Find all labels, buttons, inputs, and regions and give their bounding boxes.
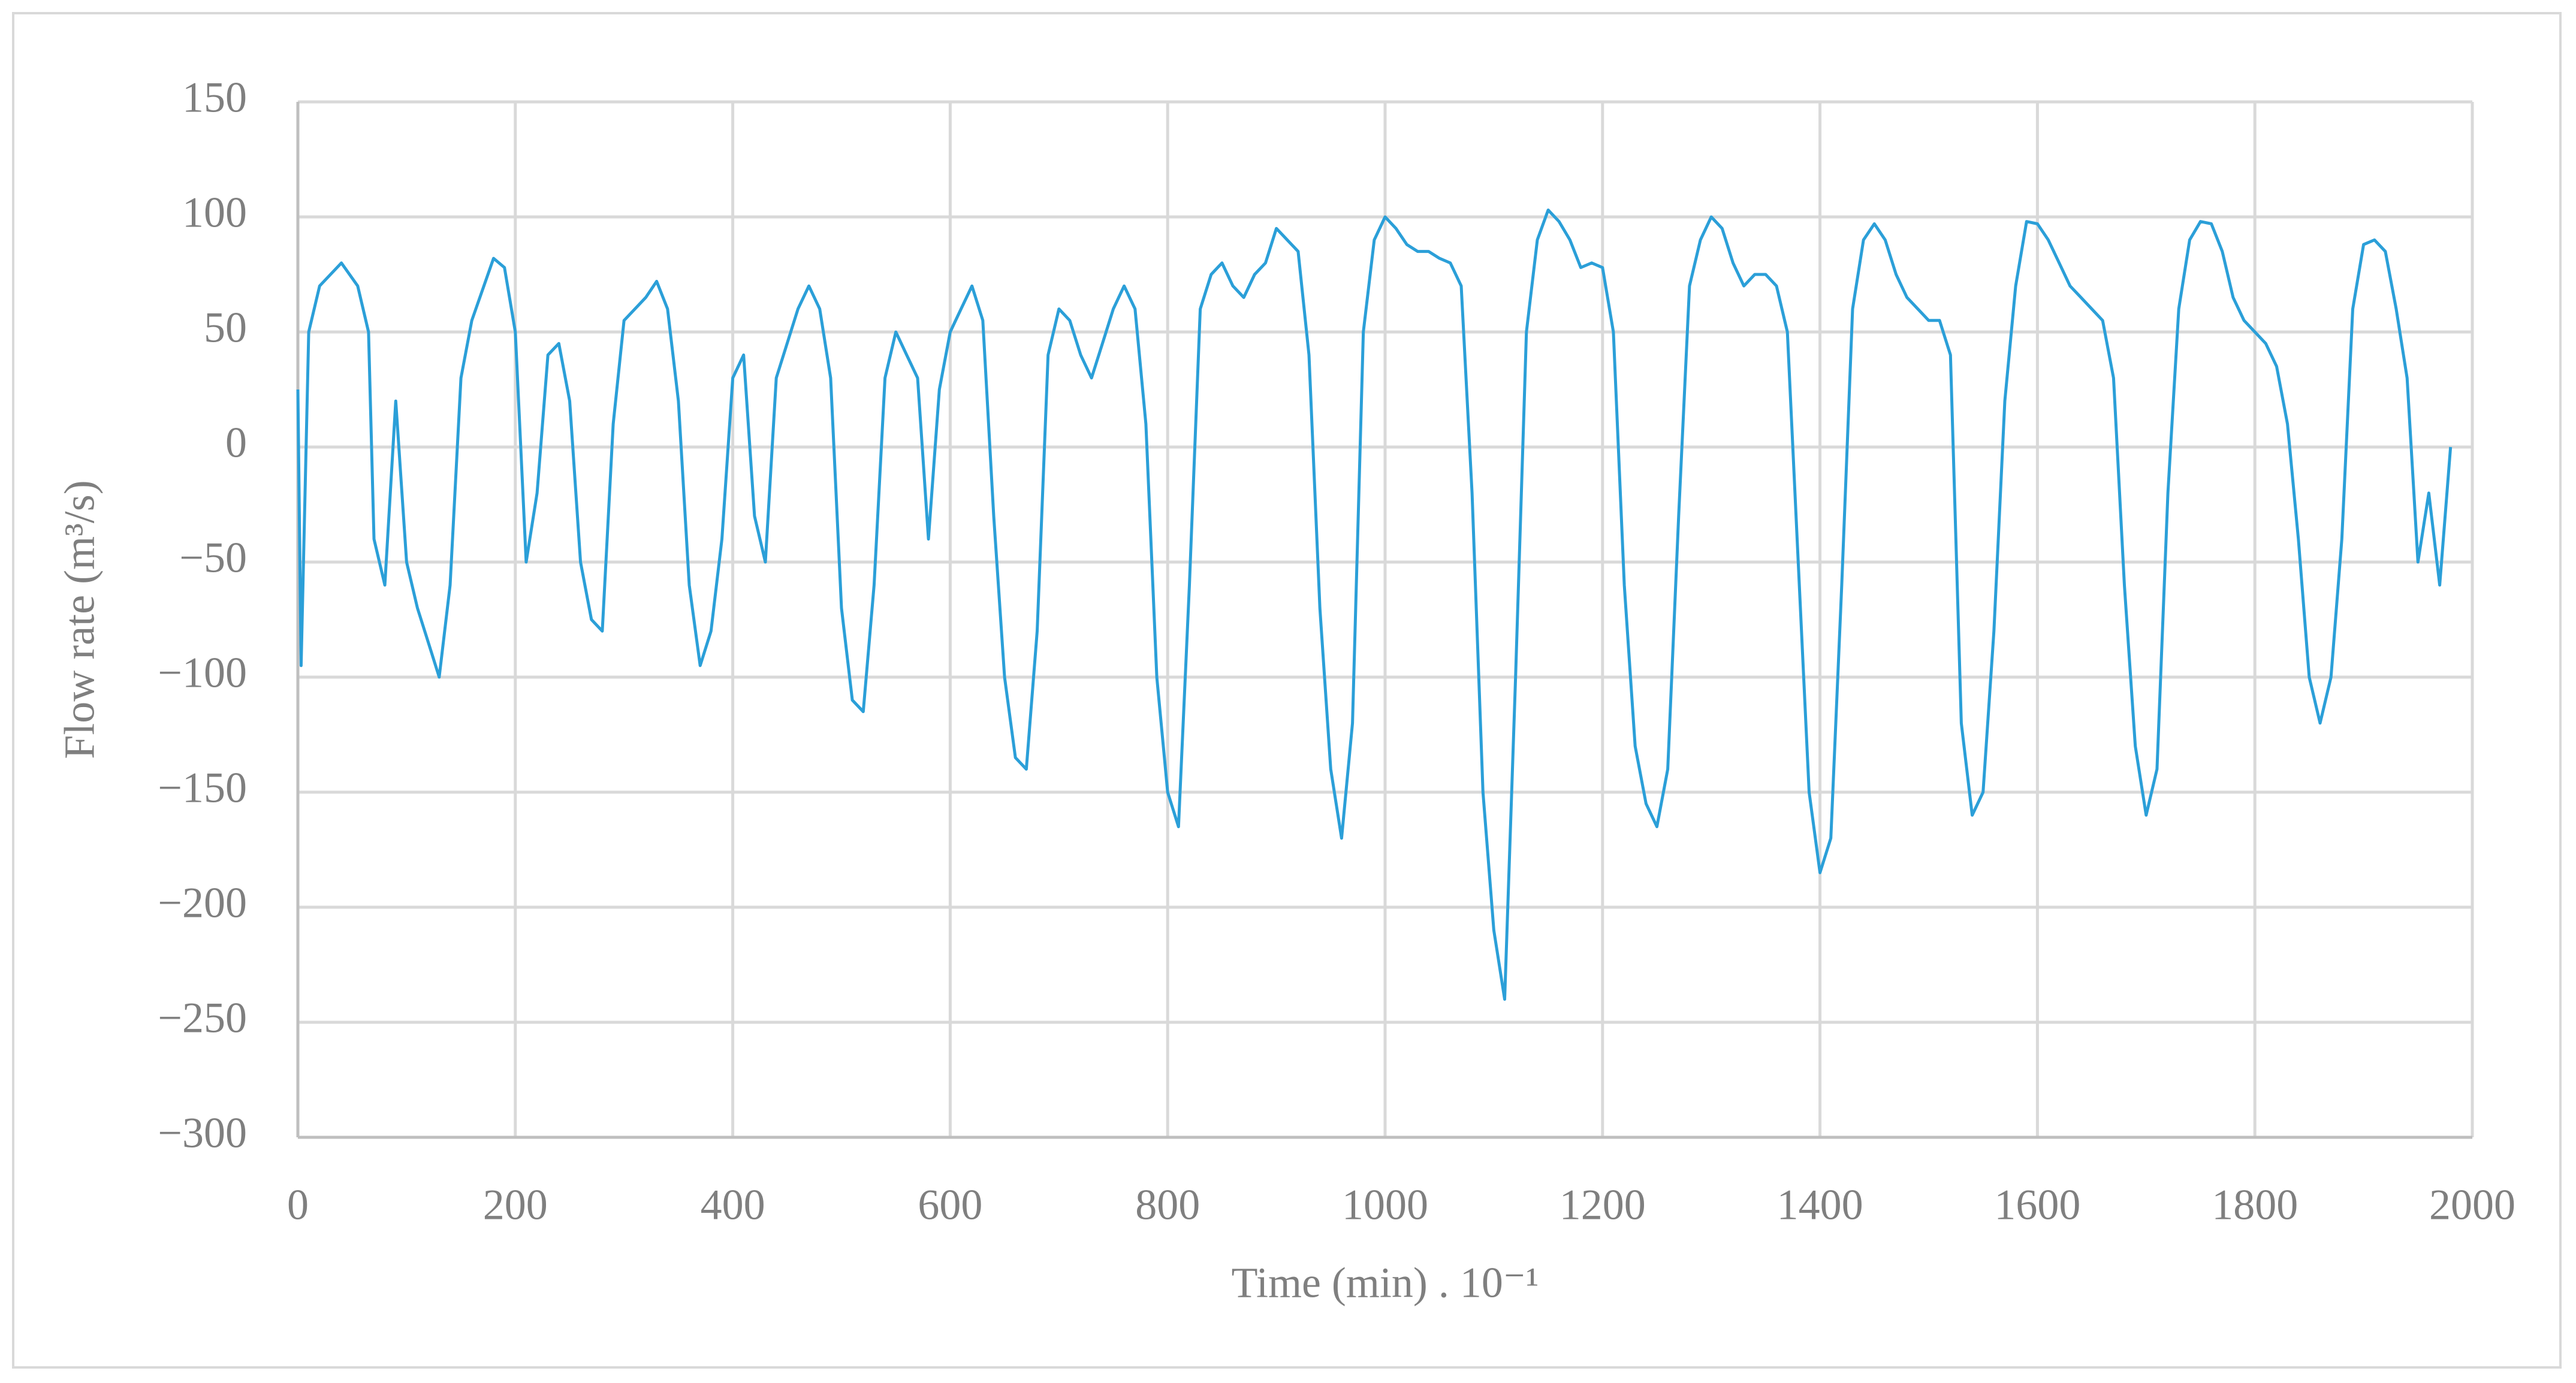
y-tick-label: −150	[158, 764, 247, 812]
x-tick-label: 400	[701, 1181, 765, 1229]
y-tick-label: −300	[158, 1109, 247, 1157]
x-tick-label: 600	[918, 1181, 982, 1229]
y-tick-label: −100	[158, 649, 247, 697]
y-tick-label: 150	[182, 74, 247, 122]
x-tick-label: 0	[287, 1181, 309, 1229]
data-line	[296, 209, 2453, 1001]
y-tick-label: 50	[204, 304, 247, 352]
y-axis-title: Flow rate (m³/s)	[56, 480, 104, 759]
x-tick-label: 1800	[2212, 1181, 2298, 1229]
x-tick-label: 1600	[1994, 1181, 2080, 1229]
x-tick-label: 200	[483, 1181, 548, 1229]
x-tick-label: 1400	[1777, 1181, 1863, 1229]
y-tick-label: −250	[158, 994, 247, 1042]
y-tick-label: −50	[179, 534, 247, 582]
y-tick-label: 100	[182, 189, 247, 237]
x-tick-label: 1000	[1342, 1181, 1428, 1229]
x-axis-title: Time (min) . 10⁻¹	[1232, 1259, 1539, 1307]
y-tick-label: −200	[158, 879, 247, 927]
x-tick-label: 1200	[1560, 1181, 1646, 1229]
x-tick-label: 800	[1135, 1181, 1200, 1229]
x-tick-label: 2000	[2429, 1181, 2515, 1229]
y-tick-label: 0	[225, 419, 247, 467]
